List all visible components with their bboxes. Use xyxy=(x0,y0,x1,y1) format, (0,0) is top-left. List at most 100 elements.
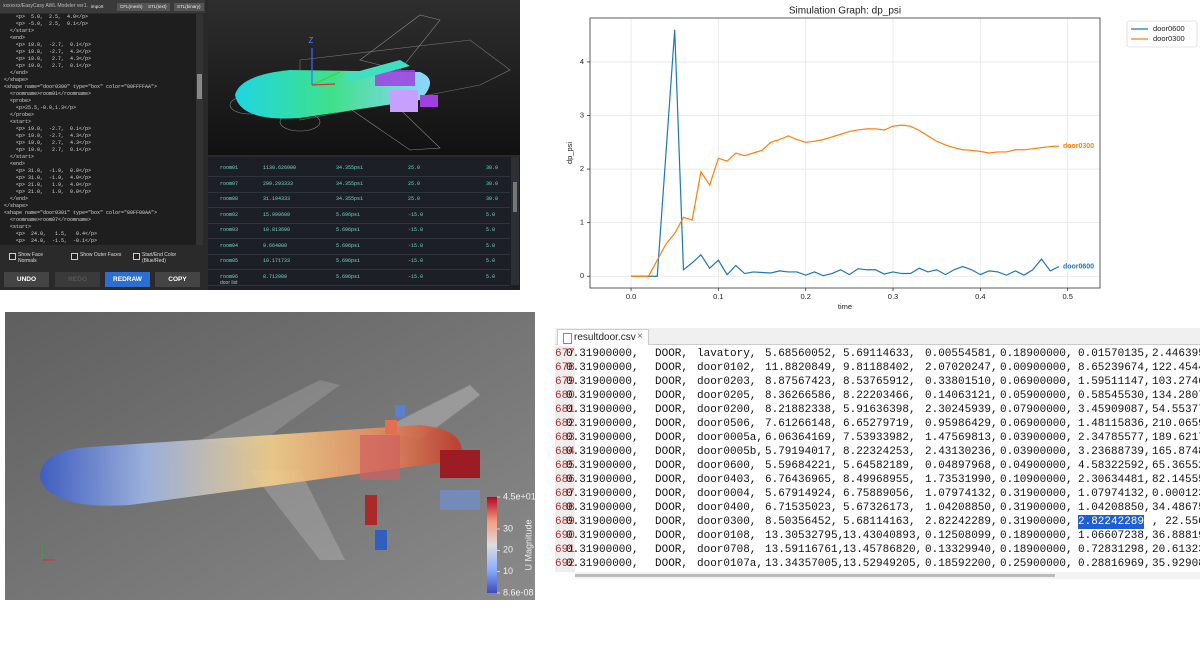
csv-cell[interactable]: 0.31900000, xyxy=(566,432,639,444)
drop-button[interactable]: Drop STL files here xyxy=(460,6,514,19)
csv-cell[interactable]: door0004, xyxy=(697,488,757,500)
csv-cell[interactable]: 0.31900000, xyxy=(1000,488,1073,500)
csv-cell[interactable]: 0.03900000, xyxy=(1000,432,1073,444)
csv-cell[interactable]: 13.30532795, xyxy=(765,530,845,542)
csv-cell[interactable]: 0.25900000, xyxy=(1000,558,1073,570)
csv-cell[interactable]: 8.21882338, xyxy=(765,404,838,416)
button[interactable]: COPY xyxy=(155,272,200,287)
csv-cell[interactable]: 1.04208850, xyxy=(1078,502,1151,514)
checkbox[interactable]: Show Face Normals xyxy=(9,252,60,264)
csv-cell[interactable]: 8.22324253, xyxy=(843,446,916,458)
csv-cell[interactable]: DOOR, xyxy=(655,488,689,500)
csv-cell[interactable]: 8.65239674, xyxy=(1078,362,1151,374)
csv-cell[interactable]: 103.27464 xyxy=(1152,376,1200,388)
csv-cell[interactable]: 5.59684221, xyxy=(765,460,838,472)
csv-cell[interactable]: door0708, xyxy=(697,544,757,556)
csv-cell[interactable]: door0005b, xyxy=(697,446,764,458)
csv-cell[interactable]: 210.06598 xyxy=(1152,418,1200,430)
csv-cell[interactable]: 13.43040893, xyxy=(843,530,923,542)
csv-cell[interactable]: DOOR, xyxy=(655,502,689,514)
csv-cell[interactable]: 0.12508099, xyxy=(925,530,998,542)
csv-cell[interactable]: 2.07020247, xyxy=(925,362,998,374)
csv-cell[interactable]: 0.31900000, xyxy=(566,488,639,500)
csv-cell[interactable]: 0.10900000, xyxy=(1000,474,1073,486)
csv-cell[interactable]: 0.31900000, xyxy=(566,558,639,570)
csv-cell[interactable]: 54.553775 xyxy=(1152,404,1200,416)
csv-cell[interactable]: DOOR, xyxy=(655,362,689,374)
csv-cell[interactable]: DOOR, xyxy=(655,390,689,402)
csv-cell[interactable]: door0300, xyxy=(697,516,757,528)
csv-cell[interactable]: door0005a, xyxy=(697,432,764,444)
csv-cell[interactable]: 9.81188402, xyxy=(843,362,916,374)
csv-cell[interactable]: 0.06900000, xyxy=(1000,418,1073,430)
csv-cell[interactable]: DOOR, xyxy=(655,558,689,570)
csv-cell[interactable]: 13.52949205, xyxy=(843,558,923,570)
csv-cell[interactable]: 0.18900000, xyxy=(1000,348,1073,360)
checkbox[interactable]: Show Outer Faces xyxy=(71,252,122,260)
csv-cell[interactable]: DOOR, xyxy=(655,446,689,458)
csv-cell[interactable]: , 22.550249 xyxy=(1152,516,1200,528)
csv-cell[interactable]: 0.33801510, xyxy=(925,376,998,388)
csv-cell[interactable]: 0.00900000, xyxy=(1000,362,1073,374)
csv-cell[interactable]: 1.07974132, xyxy=(925,488,998,500)
csv-cell[interactable]: 0.28816969, xyxy=(1078,558,1151,570)
tab[interactable]: CFL(mesh) xyxy=(117,3,146,11)
csv-cell[interactable]: 0.31900000, xyxy=(566,460,639,472)
csv-cell[interactable]: 0.58545530, xyxy=(1078,390,1151,402)
csv-cell[interactable]: 8.36266586, xyxy=(765,390,838,402)
csv-cell[interactable]: DOOR, xyxy=(655,544,689,556)
csv-cell[interactable]: 0.31900000, xyxy=(566,530,639,542)
csv-cell[interactable]: 0.72831298, xyxy=(1078,544,1151,556)
csv-cell[interactable]: 2.34785577, xyxy=(1078,432,1151,444)
button[interactable]: UNDO xyxy=(4,272,49,287)
csv-cell[interactable]: DOOR, xyxy=(655,530,689,542)
csv-cell[interactable]: 5.67326173, xyxy=(843,502,916,514)
csv-cell[interactable]: 5.64582189, xyxy=(843,460,916,472)
csv-cell[interactable]: 2.30634481, xyxy=(1078,474,1151,486)
csv-cell[interactable]: 35.929080 xyxy=(1152,558,1200,570)
csv-cell[interactable]: 36.888196 xyxy=(1152,530,1200,542)
csv-cell[interactable]: 8.49968955, xyxy=(843,474,916,486)
csv-cell[interactable]: 13.34357005, xyxy=(765,558,845,570)
tab[interactable]: import xyxy=(88,3,107,11)
csv-cell[interactable]: 0.95986429, xyxy=(925,418,998,430)
csv-cell[interactable]: 1.73531990, xyxy=(925,474,998,486)
csv-cell[interactable]: 13.59116761, xyxy=(765,544,845,556)
button[interactable]: REDRAW xyxy=(105,272,150,287)
csv-cell[interactable]: 189.62172 xyxy=(1152,432,1200,444)
csv-cell[interactable]: 0.0001232 xyxy=(1152,488,1200,500)
csv-cell[interactable]: 4.58322592, xyxy=(1078,460,1151,472)
csv-cell[interactable]: lavatory, xyxy=(697,348,757,360)
csv-cell[interactable]: 6.71535023, xyxy=(765,502,838,514)
csv-cell[interactable]: door0400, xyxy=(697,502,757,514)
csv-cell[interactable]: 2.4463953 xyxy=(1152,348,1200,360)
csv-cell[interactable]: DOOR, xyxy=(655,376,689,388)
csv-cell[interactable]: 0.31900000, xyxy=(566,446,639,458)
csv-cell[interactable]: 0.18900000, xyxy=(1000,530,1073,542)
csv-cell[interactable]: 5.68114163, xyxy=(843,516,916,528)
csv-cell[interactable]: 20.613239 xyxy=(1152,544,1200,556)
csv-cell[interactable]: 0.31900000, xyxy=(566,502,639,514)
csv-cell[interactable]: DOOR, xyxy=(655,348,689,360)
csv-cell[interactable]: 0.31900000, xyxy=(1000,516,1073,528)
csv-cell[interactable]: 8.53765912, xyxy=(843,376,916,388)
csv-cell[interactable]: 6.65279719, xyxy=(843,418,916,430)
csv-cell[interactable]: door0102, xyxy=(697,362,757,374)
csv-cell[interactable]: 0.18900000, xyxy=(1000,544,1073,556)
csv-cell[interactable]: 0.18592200, xyxy=(925,558,998,570)
csv-cell[interactable]: 8.87567423, xyxy=(765,376,838,388)
code-editor[interactable]: <p> 5.0, 2.5, 4.0</p> <p> -5.0, 2.5, 0.1… xyxy=(0,14,196,245)
csv-cell[interactable]: 82.145550 xyxy=(1152,474,1200,486)
csv-cell[interactable]: 0.03900000, xyxy=(1000,446,1073,458)
csv-cell[interactable]: 134.28078 xyxy=(1152,390,1200,402)
csv-cell[interactable]: 0.04900000, xyxy=(1000,460,1073,472)
csv-cell[interactable]: DOOR, xyxy=(655,474,689,486)
csv-cell[interactable]: 0.05900000, xyxy=(1000,390,1073,402)
tab[interactable]: STL(binary) xyxy=(174,3,204,11)
tab[interactable]: STL(text) xyxy=(145,3,170,11)
csv-cell[interactable]: 0.04897968, xyxy=(925,460,998,472)
csv-cell[interactable]: 0.31900000, xyxy=(566,544,639,556)
csv-cell[interactable]: 122.45446 xyxy=(1152,362,1200,374)
csv-cell[interactable]: 13.45786820, xyxy=(843,544,923,556)
csv-cell[interactable]: 0.01570135, xyxy=(1078,348,1151,360)
